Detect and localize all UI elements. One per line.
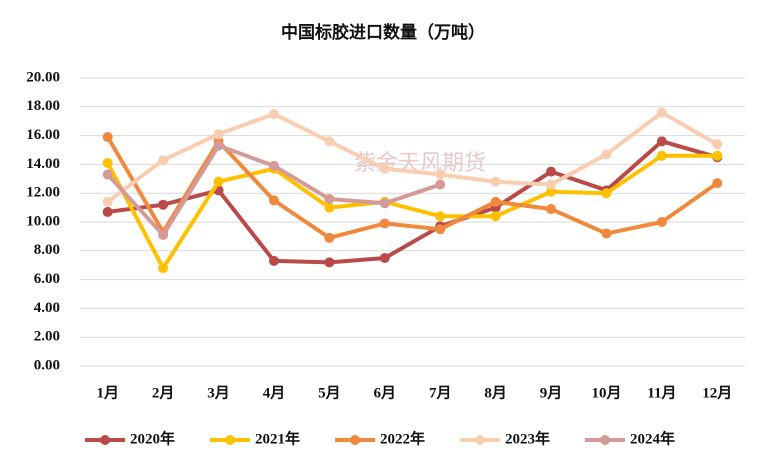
x-tick-label: 7月 (429, 384, 452, 401)
y-tick-label: 2.00 (34, 329, 60, 345)
x-tick-label: 3月 (207, 384, 230, 401)
y-tick-label: 14.00 (26, 156, 60, 172)
x-tick-label: 1月 (96, 384, 119, 401)
marker (656, 107, 667, 118)
marker (158, 263, 169, 274)
series-line (105, 153, 718, 271)
marker (490, 196, 501, 207)
x-tick-label: 9月 (540, 384, 563, 401)
x-tick-label: 10月 (591, 384, 621, 401)
legend-label: 2024年 (630, 429, 675, 447)
y-tick-label: 0.00 (34, 357, 60, 373)
marker (158, 199, 169, 210)
marker (546, 204, 557, 215)
x-tick-label: 5月 (318, 384, 341, 401)
series-line (105, 136, 719, 240)
marker (712, 139, 723, 150)
series-line (106, 110, 719, 204)
marker (379, 253, 390, 263)
x-tick-label: 4月 (263, 384, 286, 401)
marker (102, 196, 113, 207)
y-tick-label: 18.00 (26, 98, 60, 114)
marker (213, 129, 224, 140)
marker (546, 186, 557, 197)
legend-label: 2020年 (130, 429, 175, 447)
marker (601, 149, 612, 160)
marker (268, 160, 279, 171)
legend-label: 2021年 (255, 429, 300, 447)
marker (379, 218, 390, 229)
marker (712, 178, 723, 189)
marker (102, 157, 113, 168)
marker (435, 169, 446, 180)
marker (712, 150, 723, 161)
x-tick-label: 8月 (484, 384, 507, 401)
marker (379, 163, 390, 174)
legend-marker (350, 435, 360, 445)
marker (490, 211, 501, 222)
marker (102, 206, 113, 217)
x-tick-label: 6月 (374, 384, 397, 401)
marker (490, 176, 501, 187)
marker (656, 217, 667, 227)
legend-label: 2022年 (380, 429, 425, 447)
marker (268, 109, 279, 119)
marker (213, 176, 224, 187)
x-tick-label: 12月 (702, 384, 732, 401)
marker (435, 179, 446, 190)
legend-marker (475, 435, 485, 445)
legend-marker (600, 435, 610, 445)
marker (546, 179, 557, 190)
x-tick-label: 2月 (152, 384, 175, 401)
legend-marker (225, 435, 235, 445)
y-tick-label: 20.00 (26, 69, 60, 85)
legend-marker (100, 435, 110, 445)
marker (435, 211, 446, 222)
marker (656, 150, 667, 161)
marker (435, 224, 446, 235)
marker (158, 229, 169, 240)
marker (379, 198, 390, 209)
marker (324, 202, 335, 213)
y-tick-label: 16.00 (26, 127, 60, 143)
marker (324, 257, 335, 268)
marker (324, 136, 335, 147)
y-tick-label: 10.00 (26, 213, 60, 229)
marker (601, 228, 612, 239)
marker (324, 193, 335, 204)
marker (601, 188, 612, 199)
marker (213, 140, 224, 151)
marker (102, 169, 113, 180)
marker (546, 166, 557, 177)
marker (656, 136, 667, 147)
legend-label: 2023年 (505, 429, 550, 447)
marker (268, 255, 279, 266)
marker (102, 132, 113, 143)
y-tick-label: 6.00 (34, 271, 60, 287)
y-tick-label: 12.00 (26, 185, 60, 201)
marker (268, 195, 279, 206)
x-tick-label: 11月 (647, 384, 676, 401)
y-tick-label: 8.00 (34, 242, 60, 258)
marker (158, 155, 169, 166)
marker (324, 232, 335, 243)
chart-title: 中国标胶进口数量（万吨） (281, 22, 485, 42)
y-tick-label: 4.00 (34, 300, 60, 316)
